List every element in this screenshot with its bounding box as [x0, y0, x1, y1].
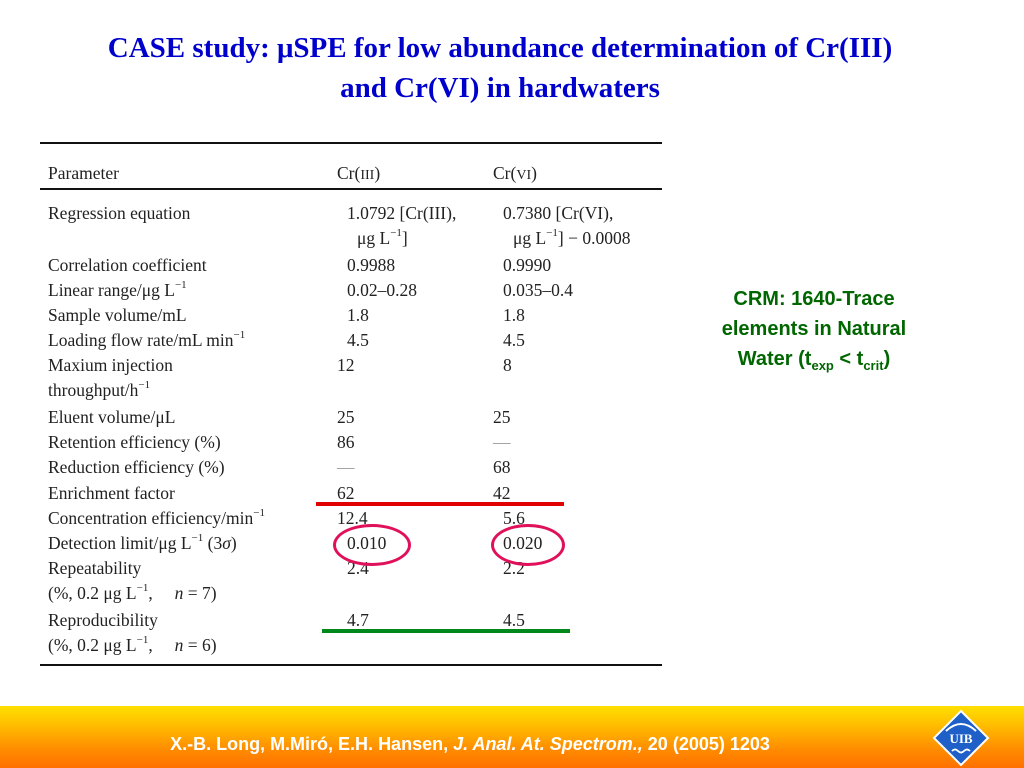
cr6-reduction: 68 [493, 457, 511, 477]
cr6-correlation: 0.9990 [503, 255, 552, 275]
cr3-eluent-volume: 25 [337, 407, 355, 427]
cr3-retention: 86 [337, 432, 355, 452]
param-max-injection-line1: Maxium injection [48, 355, 173, 375]
uib-logo-icon: UIB [932, 709, 990, 767]
crm-note-line1: CRM: 1640-Trace [733, 288, 895, 310]
param-correlation-coefficient: Correlation coefficient [48, 255, 207, 275]
footer-bar: X.-B. Long, M.Miró, E.H. Hansen, J. Anal… [0, 706, 1024, 768]
cr6-enrichment: 42 [493, 483, 511, 503]
crm-note-line2: elements in Natural [721, 318, 907, 340]
cr3-concentration: 12.4 [337, 508, 368, 528]
cr6-eluent-volume: 25 [493, 407, 511, 427]
cr6-max-injection: 8 [503, 355, 512, 375]
param-reproducibility-line2: (%, 0.2 μg L−1, n = 6) [48, 634, 217, 655]
cr3-correlation: 0.9988 [347, 255, 396, 275]
param-repeatability-line1: Repeatability [48, 558, 142, 578]
cr3-loading-flow: 4.5 [347, 330, 369, 350]
param-eluent-volume: Eluent volume/μL [48, 407, 176, 427]
cr3-sample-volume: 1.8 [347, 305, 369, 325]
param-enrichment-factor: Enrichment factor [48, 483, 175, 503]
param-regression-equation: Regression equation [48, 203, 191, 223]
citation-authors: X.-B. Long, M.Miró, E.H. Hansen, [170, 734, 454, 754]
cr6-concentration: 5.6 [503, 508, 525, 528]
citation-ref: 20 (2005) 1203 [642, 734, 770, 754]
crm-note-prefix: Water (t [737, 348, 812, 370]
crm-note-sub-exp: exp [811, 358, 834, 373]
crm-note: CRM: 1640-Trace elements in Natural Wate… [684, 284, 944, 374]
cr6-reproducibility: 4.5 [503, 610, 525, 630]
param-sample-volume: Sample volume/mL [48, 305, 187, 325]
cr6-loading-flow: 4.5 [503, 330, 525, 350]
cr3-regression-line2: μg L−1] [357, 227, 408, 248]
cr3-max-injection: 12 [337, 355, 355, 375]
logo-text: UIB [949, 731, 972, 746]
cr3-detection-limit-highlight-circle [333, 524, 411, 566]
cr3-regression-line1: 1.0792 [Cr(III), [347, 203, 457, 223]
cr3-reproducibility: 4.7 [347, 610, 369, 630]
cr6-detection-limit-highlight-circle [491, 524, 565, 566]
cr3-reduction: — [337, 457, 355, 477]
crm-note-line3: Water (texp < tcrit) [684, 344, 944, 374]
crm-note-mid: < t [833, 348, 864, 370]
table-header-rule [40, 188, 662, 190]
cr6-linear-range: 0.035–0.4 [503, 280, 573, 300]
cr6-regression-line1: 0.7380 [Cr(VI), [503, 203, 614, 223]
param-reproducibility-line1: Reproducibility [48, 610, 158, 630]
param-detection-limit: Detection limit/μg L−1 (3σ) [48, 532, 237, 553]
param-loading-flow-rate: Loading flow rate/mL min−1 [48, 329, 246, 350]
param-retention-efficiency: Retention efficiency (%) [48, 432, 221, 452]
parameter-table: Parameter Cr(III) Cr(VI) Regression equa… [40, 142, 662, 667]
param-max-injection-line2: throughput/h−1 [48, 379, 151, 400]
green-underline [322, 629, 570, 633]
cr6-regression-line2: μg L−1] − 0.0008 [513, 227, 631, 248]
param-concentration-efficiency: Concentration efficiency/min−1 [48, 507, 265, 528]
header-cr6: Cr(VI) [493, 163, 537, 183]
crm-note-suffix: ) [883, 348, 891, 370]
citation: X.-B. Long, M.Miró, E.H. Hansen, J. Anal… [0, 734, 940, 755]
header-parameter: Parameter [48, 163, 119, 183]
cr6-retention: — [493, 432, 511, 452]
param-linear-range: Linear range/μg L−1 [48, 279, 187, 300]
param-reduction-efficiency: Reduction efficiency (%) [48, 457, 225, 477]
title-line-1: CASE study: μSPE for low abundance deter… [107, 32, 893, 64]
red-underline [316, 502, 564, 506]
table-bottom-rule [40, 664, 662, 666]
cr6-sample-volume: 1.8 [503, 305, 525, 325]
cr3-linear-range: 0.02–0.28 [347, 280, 417, 300]
citation-journal: J. Anal. At. Spectrom., [453, 734, 643, 754]
cr3-enrichment: 62 [337, 483, 355, 503]
title-line-2: and Cr(VI) in hardwaters [340, 72, 660, 104]
header-cr3: Cr(III) [337, 163, 381, 183]
param-repeatability-line2: (%, 0.2 μg L−1, n = 7) [48, 582, 217, 603]
table-top-rule [40, 142, 662, 144]
slide-title: CASE study: μSPE for low abundance deter… [20, 28, 980, 108]
crm-note-sub-crit: crit [863, 358, 884, 373]
